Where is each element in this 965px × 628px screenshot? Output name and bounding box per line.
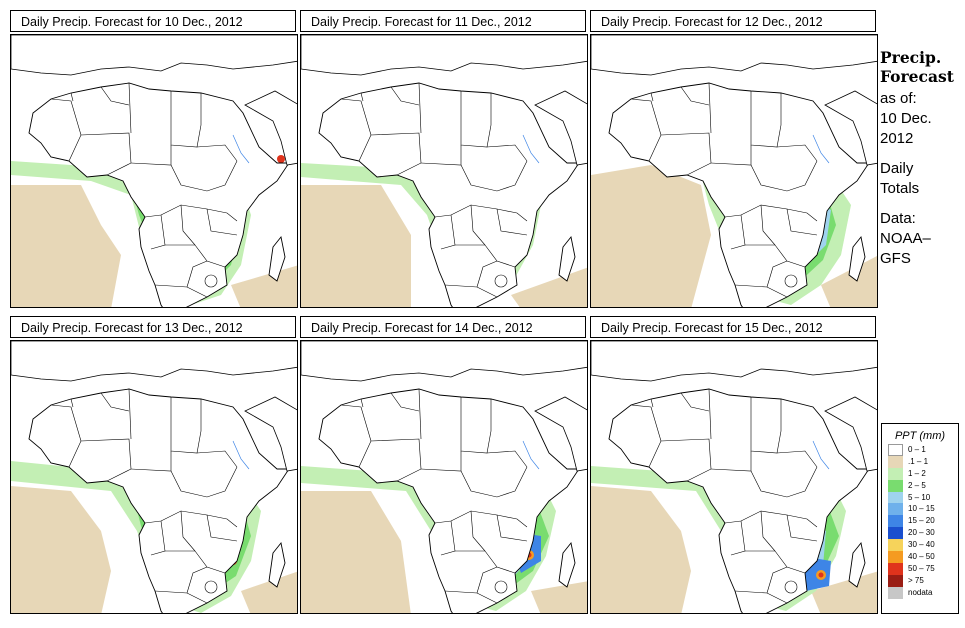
data-label: Data:: [880, 210, 916, 227]
panel-title: Daily Precip. Forecast for 12 Dec., 2012: [590, 10, 876, 32]
legend-swatch: [888, 491, 903, 504]
legend-swatch: [888, 574, 903, 587]
legend-item: 20 – 30: [882, 527, 958, 540]
asof-date-year: 2012: [880, 130, 914, 147]
panel-title: Daily Precip. Forecast for 13 Dec., 2012: [10, 316, 296, 338]
precip-map: [10, 340, 298, 614]
legend-item: nodata: [882, 586, 958, 599]
legend-label: .1 – 1: [908, 456, 929, 466]
legend-swatch: [888, 467, 903, 480]
precip-legend: PPT (mm) 0 – 1 .1 – 1 1 – 2 2 – 5 5 – 10 10 –…: [881, 423, 959, 614]
legend-item: 10 – 15: [882, 503, 958, 516]
panel-title: Daily Precip. Forecast for 14 Dec., 2012: [300, 316, 586, 338]
legend-item: 5 – 10: [882, 491, 958, 504]
data-source-2: GFS: [880, 250, 911, 267]
forecast-panel-1: Daily Precip. Forecast for 10 Dec., 2012: [10, 10, 298, 308]
legend-item: 40 – 50: [882, 551, 958, 563]
forecast-panel-2: Daily Precip. Forecast for 11 Dec., 2012: [300, 10, 588, 308]
legend-label: 40 – 50: [908, 552, 935, 562]
legend-item: 1 – 2: [882, 467, 958, 480]
precip-map: [300, 340, 588, 614]
asof-date-day: 10 Dec.: [880, 110, 932, 127]
legend-label: 20 – 30: [908, 528, 935, 538]
heading-forecast: Forecast: [880, 67, 954, 86]
legend-swatch: [888, 479, 903, 492]
legend-swatch: [888, 539, 903, 552]
forecast-panel-6: Daily Precip. Forecast for 15 Dec., 2012: [590, 316, 878, 614]
precip-map: [590, 34, 878, 308]
precip-map: [300, 34, 588, 308]
totals-label-2: Totals: [880, 180, 920, 197]
legend-swatch: [888, 586, 903, 599]
legend-item: 15 – 20: [882, 515, 958, 528]
legend-swatch: [888, 515, 903, 528]
precip-map: [10, 34, 298, 308]
legend-label: 15 – 20: [908, 516, 935, 526]
panel-title: Daily Precip. Forecast for 10 Dec., 2012: [10, 10, 296, 32]
legend-swatch: [888, 551, 903, 563]
legend-swatch: [888, 527, 903, 540]
legend-item: 30 – 40: [882, 539, 958, 552]
panel-title: Daily Precip. Forecast for 15 Dec., 2012: [590, 316, 876, 338]
totals-label-1: Daily: [880, 160, 914, 177]
legend-label: nodata: [908, 587, 933, 597]
legend-item: 50 – 75: [882, 562, 958, 575]
data-source-1: NOAA–: [880, 230, 931, 247]
precip-map: [590, 340, 878, 614]
legend-label: > 75: [908, 575, 924, 585]
legend-swatch: [888, 503, 903, 516]
legend-item: > 75: [882, 574, 958, 587]
heading-precip: Precip.: [880, 48, 942, 67]
forecast-panel-5: Daily Precip. Forecast for 14 Dec., 2012: [300, 316, 588, 614]
legend-swatch: [888, 562, 903, 575]
legend-item: 2 – 5: [882, 479, 958, 492]
legend-label: 50 – 75: [908, 563, 935, 573]
legend-swatch: [888, 455, 903, 468]
asof-label: as of:: [880, 90, 917, 107]
legend-label: 2 – 5: [908, 480, 926, 490]
legend-swatch: [888, 444, 903, 456]
legend-item: 0 – 1: [882, 444, 958, 456]
forecast-info: Precip. Forecast as of: 10 Dec. 2012 Dai…: [880, 48, 964, 269]
forecast-panel-4: Daily Precip. Forecast for 13 Dec., 2012: [10, 316, 298, 614]
panel-title: Daily Precip. Forecast for 11 Dec., 2012: [300, 10, 586, 32]
legend-label: 1 – 2: [908, 468, 926, 478]
legend-label: 10 – 15: [908, 504, 935, 514]
legend-rows: 0 – 1 .1 – 1 1 – 2 2 – 5 5 – 10 10 – 15 15 – 2…: [882, 444, 958, 599]
legend-item: .1 – 1: [882, 455, 958, 468]
forecast-panel-3: Daily Precip. Forecast for 12 Dec., 2012: [590, 10, 878, 308]
legend-label: 5 – 10: [908, 492, 931, 502]
legend-title: PPT (mm): [894, 430, 946, 442]
legend-label: 30 – 40: [908, 540, 935, 550]
legend-label: 0 – 1: [908, 445, 926, 454]
